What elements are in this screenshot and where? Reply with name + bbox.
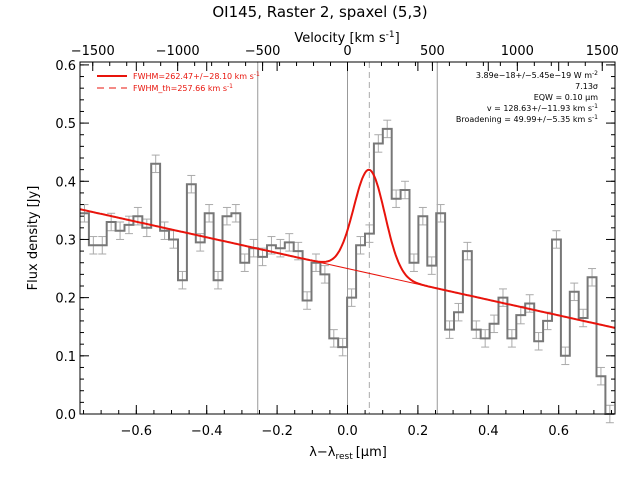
annotation-text: Broadening = 49.99+/−5.35 km s-1 xyxy=(456,114,598,124)
annotation-sup: -2 xyxy=(592,70,598,77)
y-tick-label: 0.0 xyxy=(55,408,76,423)
fit-annotations: 3.89e−18+/−5.45e−19 W m-2 7.13σ EQW = 0.10… xyxy=(456,70,598,124)
y-tick-label: 0.5 xyxy=(55,117,76,132)
x-axis-label: λ−λrest [μm] xyxy=(309,445,387,462)
legend-label: FWHM_th=257.66 km s-1 xyxy=(133,83,233,93)
annotation-sup: -1 xyxy=(592,114,598,121)
top-axis-label-main: Velocity [km s xyxy=(294,31,386,46)
annotation-main: v = 128.63+/−11.93 km s xyxy=(487,104,592,113)
x-axis-label-sub: rest xyxy=(335,452,353,462)
top-tick-label: −1000 xyxy=(156,44,200,59)
legend-label-sup: -1 xyxy=(227,83,233,90)
legend-label-text: FWHM=262.47+/−28.10 km s xyxy=(133,72,254,81)
y-tick-label: 0.3 xyxy=(55,233,76,248)
y-tick-label: 0.6 xyxy=(55,59,76,74)
gaussian-fit-curve xyxy=(79,168,616,329)
legend-label: FWHM=262.47+/−28.10 km s-1 xyxy=(133,71,260,81)
x-tick-label: −0.6 xyxy=(121,424,153,439)
x-tick-label: 0.4 xyxy=(478,424,499,439)
top-axis: −1500 −1000 −500 0 500 1000 1500 xyxy=(71,44,619,71)
annotation-main: 7.13σ xyxy=(575,82,598,91)
x-tick-label: 0.2 xyxy=(408,424,429,439)
legend-label-sup: -1 xyxy=(254,71,260,78)
top-tick-label: −500 xyxy=(245,44,281,59)
annotation-text: v = 128.63+/−11.93 km s-1 xyxy=(487,103,598,113)
legend: FWHM=262.47+/−28.10 km s-1FWHM_th=257.66… xyxy=(97,71,260,93)
annotation-text: 7.13σ xyxy=(575,82,598,91)
x-tick-label: 0.6 xyxy=(548,424,569,439)
top-tick-label: −1500 xyxy=(71,44,115,59)
y-tick-label: 0.1 xyxy=(55,350,76,365)
annotation-main: EQW = 0.10 μm xyxy=(534,93,598,102)
top-axis-label: Velocity [km s-1] xyxy=(294,30,399,46)
x-tick-label: −0.2 xyxy=(261,424,293,439)
annotation-text: 3.89e−18+/−5.45e−19 W m-2 xyxy=(476,70,598,80)
x-axis-label-main: λ−λ xyxy=(309,445,336,460)
x-tick-label: 0.0 xyxy=(337,424,358,439)
annotation-sup: -1 xyxy=(592,103,598,110)
y-tick-label: 0.2 xyxy=(55,292,76,307)
data-series xyxy=(80,119,615,424)
top-tick-label: 500 xyxy=(420,44,445,59)
chart-title: OI145, Raster 2, spaxel (5,3) xyxy=(212,3,427,21)
top-axis-label-end: ] xyxy=(395,31,400,46)
y-axis-label: Flux density [Jy] xyxy=(26,186,41,291)
legend-label-text: FWHM_th=257.66 km s xyxy=(133,84,227,93)
annotation-main: Broadening = 49.99+/−5.35 km s xyxy=(456,115,592,124)
annotation-main: 3.89e−18+/−5.45e−19 W m xyxy=(476,71,592,80)
top-tick-label: 1500 xyxy=(586,44,619,59)
top-tick-label: 1000 xyxy=(501,44,534,59)
fit-curves xyxy=(79,168,616,329)
annotation-text: EQW = 0.10 μm xyxy=(534,93,598,102)
spectrum-histogram xyxy=(80,127,615,415)
x-tick-label: −0.4 xyxy=(191,424,223,439)
top-tick-label: 0 xyxy=(343,44,351,59)
bottom-left-axes: −0.6 −0.4 −0.2 0.0 0.2 0.4 0.6 0.0 0.1 0.2 0.3 0.4 0… xyxy=(55,59,615,439)
y-tick-label: 0.4 xyxy=(55,175,76,190)
top-axis-label-sup: -1 xyxy=(386,30,395,40)
x-axis-label-unit: [μm] xyxy=(356,445,387,460)
